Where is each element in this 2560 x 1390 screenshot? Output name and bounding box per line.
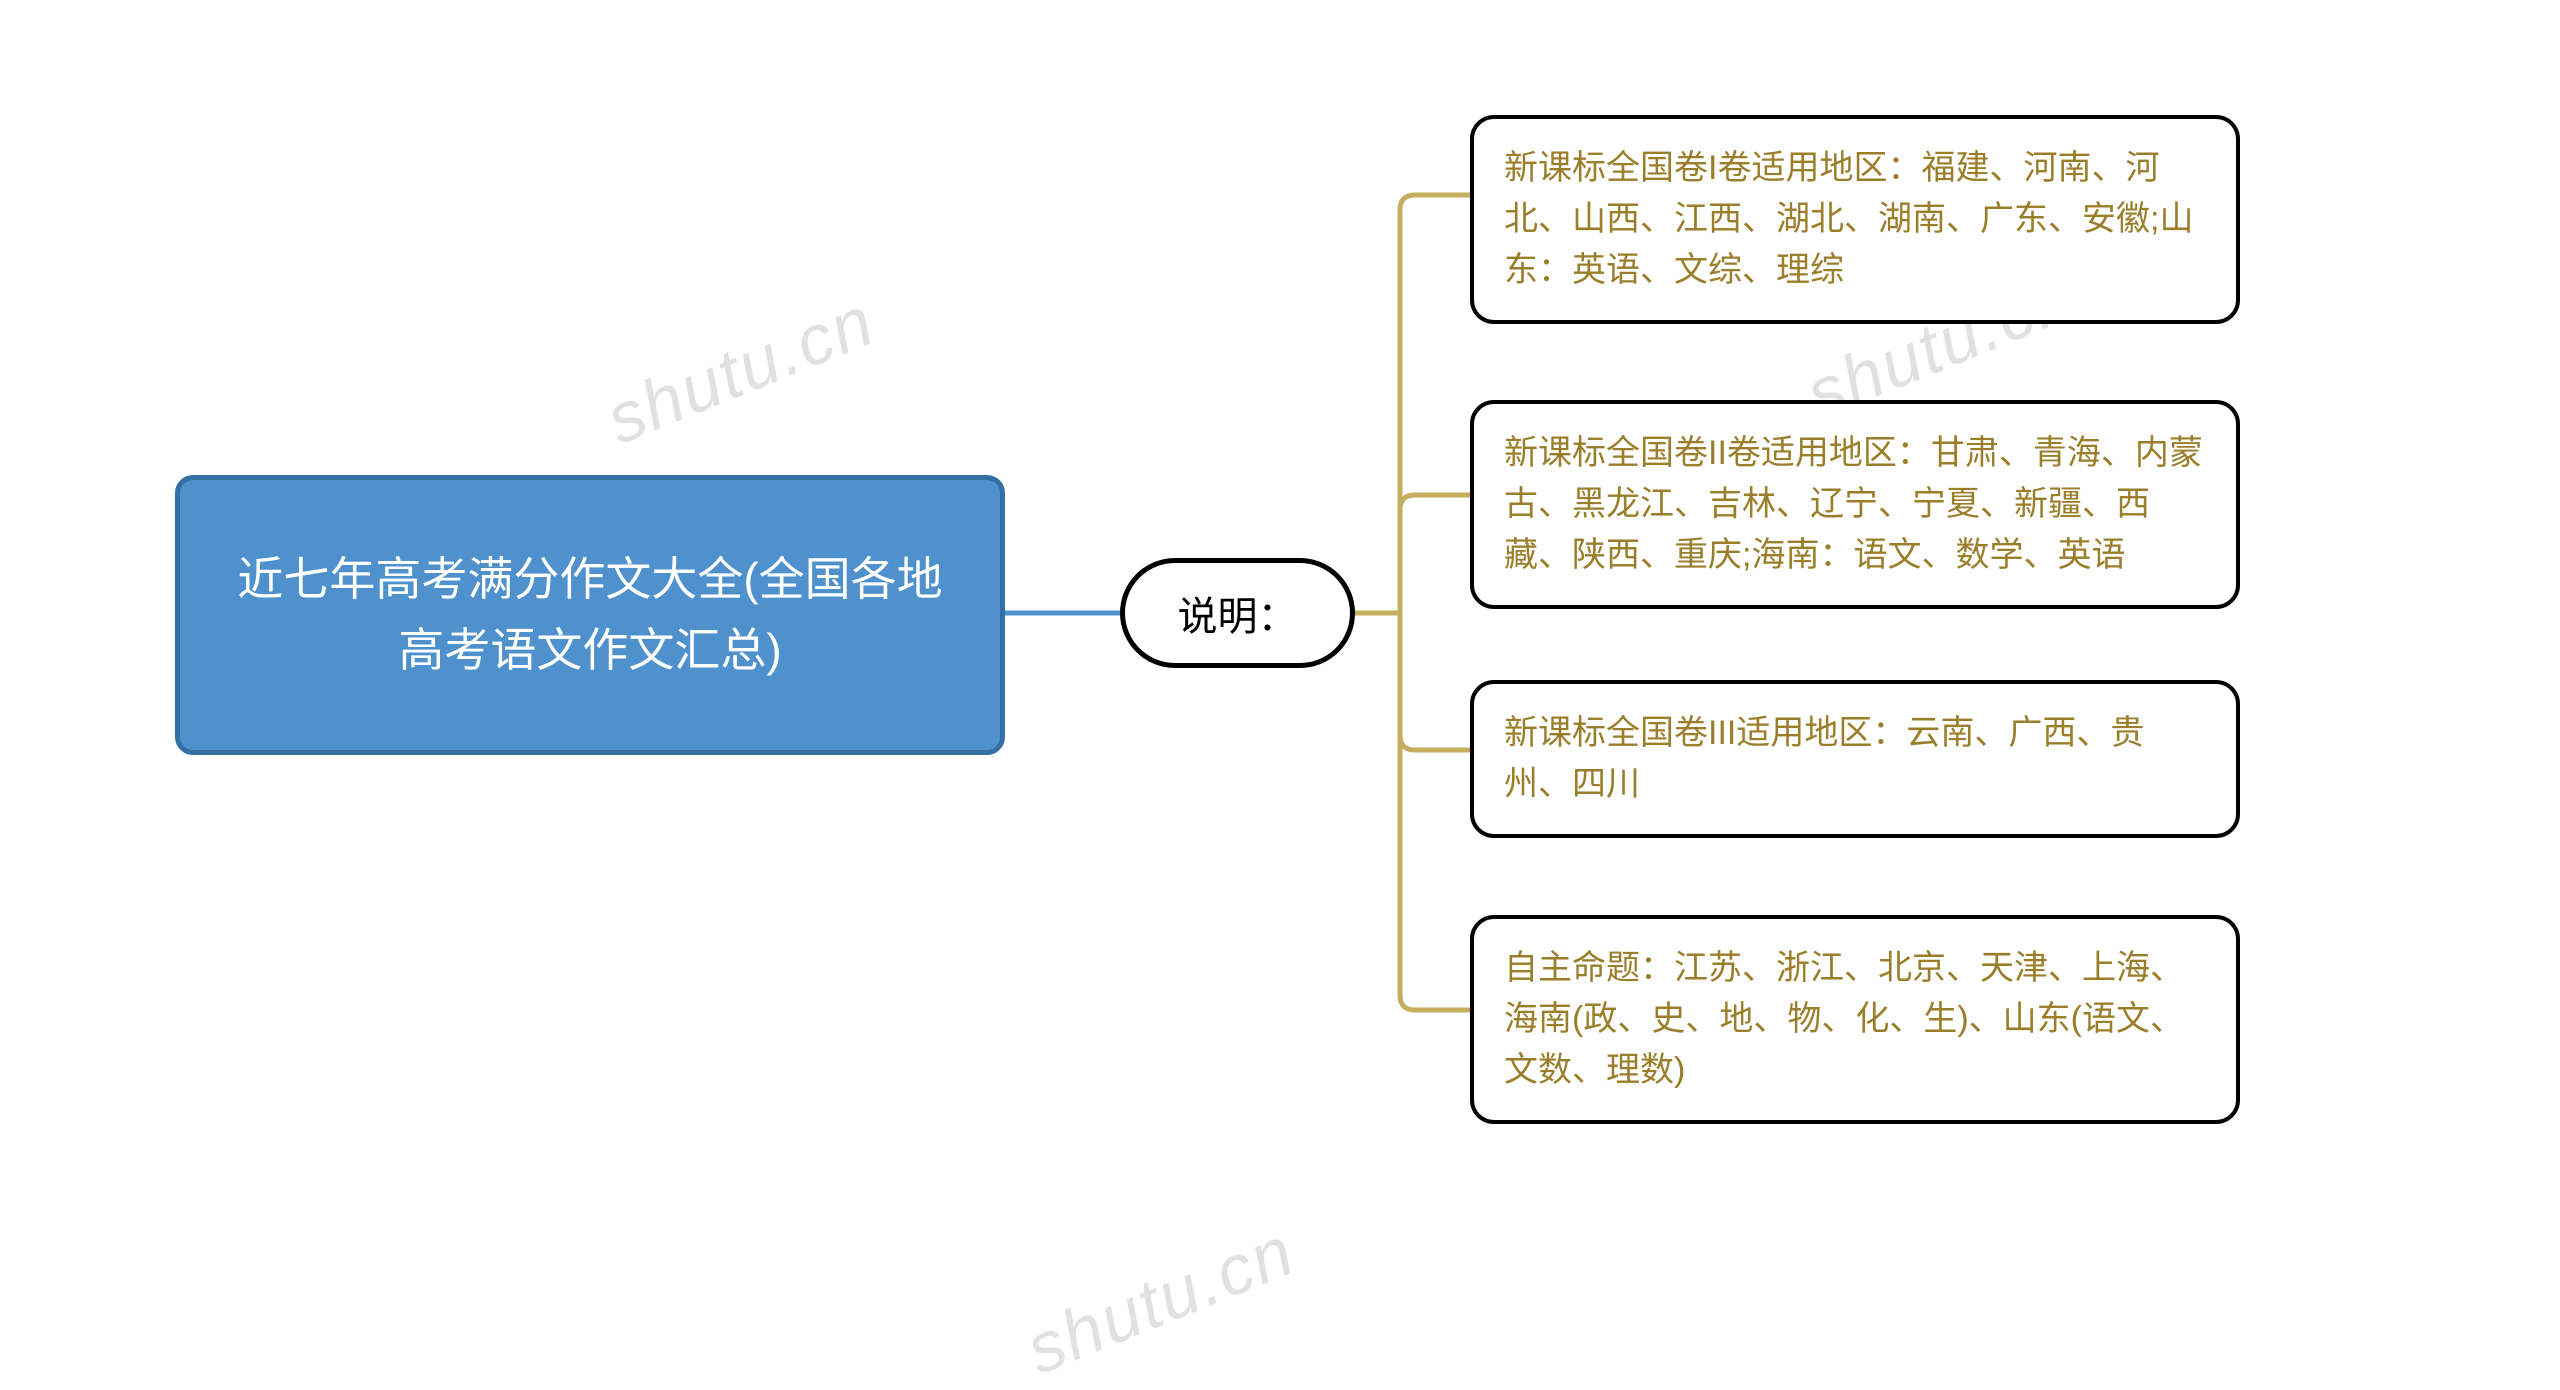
edge-mid-leaf2: [1355, 613, 1470, 750]
leaf-node-1[interactable]: 新课标全国卷II卷适用地区：甘肃、青海、内蒙古、黑龙江、吉林、辽宁、宁夏、新疆、…: [1470, 400, 2240, 609]
leaf-label: 新课标全国卷I卷适用地区：福建、河南、河北、山西、江西、湖北、湖南、广东、安徽;…: [1504, 143, 2206, 296]
root-node[interactable]: 近七年高考满分作文大全(全国各地高考语文作文汇总): [175, 475, 1005, 755]
leaf-node-3[interactable]: 自主命题：江苏、浙江、北京、天津、上海、海南(政、史、地、物、化、生)、山东(语…: [1470, 915, 2240, 1124]
watermark-1: shutu.cn: [595, 280, 885, 459]
leaf-label: 新课标全国卷II卷适用地区：甘肃、青海、内蒙古、黑龙江、吉林、辽宁、宁夏、新疆、…: [1504, 428, 2206, 581]
mid-label: 说明：: [1178, 584, 1298, 642]
root-label: 近七年高考满分作文大全(全国各地高考语文作文汇总): [220, 544, 960, 687]
edge-mid-leaf1: [1355, 495, 1470, 613]
mindmap-canvas: shutu.cn shutu.cn shutu.cn 近七年高考满分作文大全(全…: [0, 0, 2560, 1353]
watermark-3: shutu.cn: [1015, 1210, 1305, 1389]
leaf-node-2[interactable]: 新课标全国卷III适用地区：云南、广西、贵州、四川: [1470, 680, 2240, 838]
edge-mid-leaf0: [1355, 195, 1470, 613]
leaf-node-0[interactable]: 新课标全国卷I卷适用地区：福建、河南、河北、山西、江西、湖北、湖南、广东、安徽;…: [1470, 115, 2240, 324]
edge-mid-leaf3: [1355, 613, 1470, 1010]
leaf-label: 新课标全国卷III适用地区：云南、广西、贵州、四川: [1504, 708, 2206, 810]
leaf-label: 自主命题：江苏、浙江、北京、天津、上海、海南(政、史、地、物、化、生)、山东(语…: [1504, 943, 2206, 1096]
mid-node[interactable]: 说明：: [1120, 558, 1355, 668]
